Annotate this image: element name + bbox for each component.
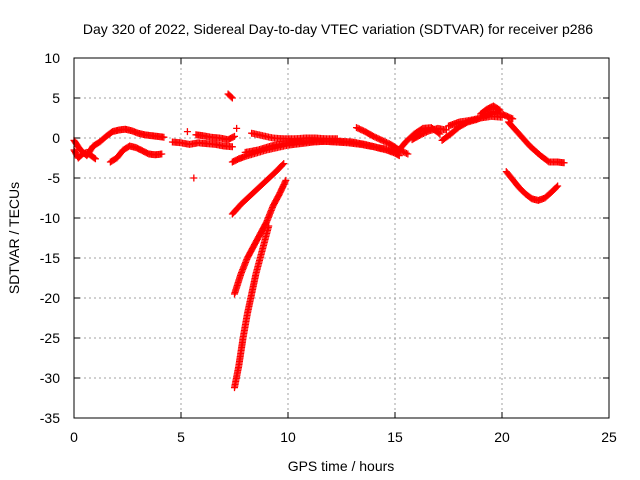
series-arc-15 [504,118,568,167]
data-point [402,149,410,157]
y-tick-label: -20 [40,290,60,306]
data-series [70,90,568,392]
data-point [190,174,198,182]
y-tick-label: -5 [48,170,61,186]
x-tick-label: 25 [601,429,617,445]
data-point [90,154,98,162]
data-point [560,159,568,167]
data-point [496,106,504,114]
y-tick-label: 5 [52,90,60,106]
data-point [404,150,412,158]
data-point [279,161,287,169]
tick-labels: 0 5 10 15 20 25 -35 -30 -25 -20 -15 -10 -5 0 5 10 [40,50,617,445]
series-arc-14 [477,102,504,118]
y-tick-label: -30 [40,370,60,386]
series-arc-16 [502,168,562,204]
x-tick-label: 0 [70,429,78,445]
series-arc-4 [168,138,236,151]
series-arc-18 [231,176,290,298]
series-arc-3 [106,142,166,166]
y-tick-label: -35 [40,410,60,426]
series-arc-20 [224,90,236,102]
data-point [333,135,341,143]
series-arc-11 [408,124,450,144]
x-tick-label: 5 [177,429,185,445]
y-tick-label: -10 [40,210,60,226]
y-axis-label: SDTVAR / TECUs [6,182,22,294]
data-point [509,115,517,123]
series-isolated [183,124,241,182]
x-tick-label: 10 [280,429,296,445]
series-arc-13 [445,112,506,130]
data-point [265,222,273,230]
data-point [442,126,450,134]
data-point [233,124,241,132]
series-arc-8 [248,129,341,143]
x-tick-label: 20 [494,429,510,445]
series-arc-17 [228,160,288,218]
x-axis-label: GPS time / hours [288,458,395,474]
data-point [228,94,236,102]
data-point [553,183,561,191]
data-point [280,160,288,168]
data-point [91,155,99,163]
series-arc-19 [231,222,273,392]
data-point [554,182,562,190]
plot-frame [73,57,610,419]
data-point [436,130,444,138]
data-point [495,105,503,113]
data-point [228,143,236,151]
y-tick-label: 10 [44,50,60,66]
chart-title: Day 320 of 2022, Sidereal Day-to-day VTE… [83,21,593,37]
data-point [160,133,168,141]
series-arc-5 [192,131,238,144]
y-tick-label: -25 [40,330,60,346]
x-tick-label: 15 [387,429,403,445]
data-point [158,150,166,158]
data-point [498,113,506,121]
data-point [227,93,235,101]
y-tick-label: 0 [52,130,60,146]
data-point [231,132,238,140]
data-point [282,176,290,184]
y-tick-label: -15 [40,250,60,266]
data-point [183,128,191,136]
